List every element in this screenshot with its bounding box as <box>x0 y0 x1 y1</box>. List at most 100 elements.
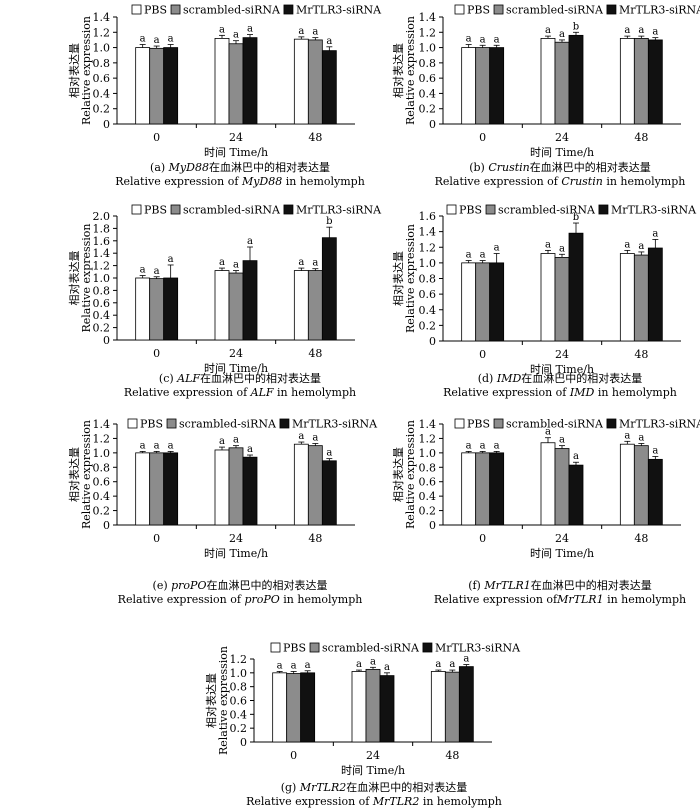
chart-panel-c: PBS scrambled-siRNA MrTLR3-siRNA00.20.40.6… <box>67 204 382 400</box>
chart-panel-b: PBS scrambled-siRNA MrTLR3-siRNA 0 0.2 0.4 0.6… <box>391 4 700 189</box>
significance-letter-PBS-0: a <box>140 34 146 45</box>
chart-panel-f: PBS scrambled-siRNA MrTLR3-siRNA00.20.40.6… <box>391 418 700 607</box>
bar-MrTLR3-siRNA-24 <box>568 34 584 125</box>
significance-letter-MrTLR3-siRNA-0: a <box>305 660 311 671</box>
significance-letter-PBS-48: a <box>435 659 441 670</box>
bar-MrTLR3-siRNA-48 <box>647 39 663 125</box>
y-axis-title-cn: 相对表达量 <box>204 673 218 728</box>
legend-swatch-0 <box>270 642 281 653</box>
legend-label-0: PBS <box>467 418 490 431</box>
significance-letter-scrambled-siRNA-0: a <box>480 440 486 451</box>
y-tick-label-2: 0.4 <box>419 87 437 100</box>
y-axis-title-en: Relative expression <box>404 420 417 529</box>
bar-MrTLR3-siRNA-24 <box>242 456 258 526</box>
chart-panel-e: PBS scrambled-siRNA MrTLR3-siRNA00.20.40.6… <box>67 418 378 607</box>
legend-swatch-0 <box>127 418 138 429</box>
significance-letter-PBS-24: a <box>545 427 551 438</box>
y-tick-label-0: 0 <box>103 519 110 532</box>
legend-label-2: MrTLR3-siRNA <box>619 4 700 17</box>
y-axis-title-en: Relative expression <box>80 16 93 125</box>
bar-PBS-24 <box>214 449 230 526</box>
caption-en: Relative expression of MyD88 in hemolymp… <box>115 175 365 188</box>
y-tick-label-7: 1.4 <box>419 418 437 431</box>
bar-scrambled-siRNA-24 <box>228 272 244 341</box>
significance-letter-scrambled-siRNA-0: a <box>480 250 486 261</box>
caption-cn: (g) MrTLR2在血淋巴中的相对表达量 <box>281 780 468 794</box>
caption-en: Relative expression of IMD in hemolymph <box>443 386 677 399</box>
bar-PBS-48 <box>293 38 309 125</box>
significance-letter-PBS-24: a <box>219 257 225 268</box>
bar-MrTLR3-siRNA-24 <box>242 260 258 341</box>
y-axis-title-en: Relative expression <box>80 420 93 529</box>
bar-scrambled-siRNA-0 <box>475 262 491 342</box>
y-tick-label-6: 1.2 <box>93 26 111 39</box>
y-axis-title-cn: 相对表达量 <box>391 447 405 502</box>
significance-letter-PBS-0: a <box>140 440 146 451</box>
significance-letter-scrambled-siRNA-24: a <box>233 30 239 41</box>
legend-label-2: MrTLR3-siRNA <box>611 204 697 217</box>
significance-letter-PBS-48: a <box>298 26 304 37</box>
y-tick-label-3: 0.6 <box>93 297 111 310</box>
significance-letter-PBS-0: a <box>277 660 283 671</box>
x-tick-label-1: 24 <box>229 532 243 545</box>
significance-letter-scrambled-siRNA-48: a <box>312 258 318 269</box>
significance-letter-scrambled-siRNA-24: a <box>370 656 376 667</box>
caption-cn: (f) MrTLR1在血淋巴中的相对表达量 <box>468 578 652 592</box>
significance-letter-scrambled-siRNA-48: a <box>638 241 644 252</box>
bar-MrTLR3-siRNA-48 <box>458 666 474 743</box>
y-tick-label-2: 0.4 <box>230 708 248 721</box>
bar-PBS-48 <box>293 443 309 526</box>
significance-letter-MrTLR3-siRNA-24: b <box>573 212 579 223</box>
significance-letter-scrambled-siRNA-48: a <box>312 27 318 38</box>
significance-letter-MrTLR3-siRNA-48: a <box>463 654 469 665</box>
y-tick-label-5: 1.0 <box>93 272 111 285</box>
bar-scrambled-siRNA-48 <box>307 270 323 341</box>
bar-scrambled-siRNA-0 <box>149 452 165 526</box>
legend-swatch-1 <box>170 204 181 215</box>
y-tick-label-5: 1.0 <box>419 42 437 55</box>
caption-en: Relative expression ofMrTLR1 in hemolymp… <box>434 593 686 606</box>
x-tick-label-2: 48 <box>308 532 322 545</box>
bar-PBS-0 <box>135 277 151 341</box>
significance-letter-MrTLR3-siRNA-24: b <box>573 21 579 32</box>
legend-swatch-0 <box>131 4 142 15</box>
bar-scrambled-siRNA-48 <box>633 38 649 125</box>
bar-MrTLR3-siRNA-0 <box>489 262 505 342</box>
y-tick-label-1: 0.2 <box>93 103 111 116</box>
y-axis-title-cn: 相对表达量 <box>67 447 81 502</box>
x-axis-title: 时间 Time/h <box>530 146 594 159</box>
legend-swatch-2 <box>606 4 617 15</box>
significance-letter-MrTLR3-siRNA-0: a <box>168 34 174 45</box>
bar-PBS-0 <box>135 452 151 526</box>
y-tick-label-4: 0.8 <box>419 461 437 474</box>
legend-swatch-1 <box>309 642 320 653</box>
significance-letter-MrTLR3-siRNA-0: a <box>168 440 174 451</box>
bar-PBS-24 <box>540 253 556 342</box>
bar-PBS-48 <box>619 38 635 125</box>
x-tick-label-2: 48 <box>634 348 648 361</box>
legend-label-1: scrambled-siRNA <box>183 204 281 217</box>
y-tick-label-6: 1.2 <box>93 432 111 445</box>
y-tick-label-6: 1.2 <box>419 26 437 39</box>
y-tick-label-1: 0.2 <box>93 505 111 518</box>
significance-letter-MrTLR3-siRNA-48: a <box>652 27 658 38</box>
bar-scrambled-siRNA-0 <box>149 278 165 341</box>
significance-letter-PBS-24: a <box>219 24 225 35</box>
x-tick-label-2: 48 <box>308 347 322 360</box>
bar-scrambled-siRNA-24 <box>554 257 570 342</box>
bar-PBS-0 <box>461 262 477 342</box>
significance-letter-PBS-0: a <box>466 440 472 451</box>
y-tick-label-6: 1.2 <box>419 241 437 254</box>
bar-MrTLR3-siRNA-48 <box>321 460 337 526</box>
legend-label-1: scrambled-siRNA <box>322 642 420 655</box>
significance-letter-PBS-48: a <box>624 239 630 250</box>
y-tick-label-3: 0.6 <box>230 695 248 708</box>
bar-MrTLR3-siRNA-24 <box>242 37 258 125</box>
y-tick-label-2: 0.4 <box>93 490 111 503</box>
significance-letter-PBS-0: a <box>140 265 146 276</box>
y-tick-label-9: 1.8 <box>93 222 111 235</box>
y-tick-label-1: 0.2 <box>419 505 437 518</box>
y-axis-title-en: Relative expression <box>404 224 417 333</box>
significance-letter-MrTLR3-siRNA-0: a <box>168 254 174 265</box>
bar-scrambled-siRNA-0 <box>475 47 491 125</box>
